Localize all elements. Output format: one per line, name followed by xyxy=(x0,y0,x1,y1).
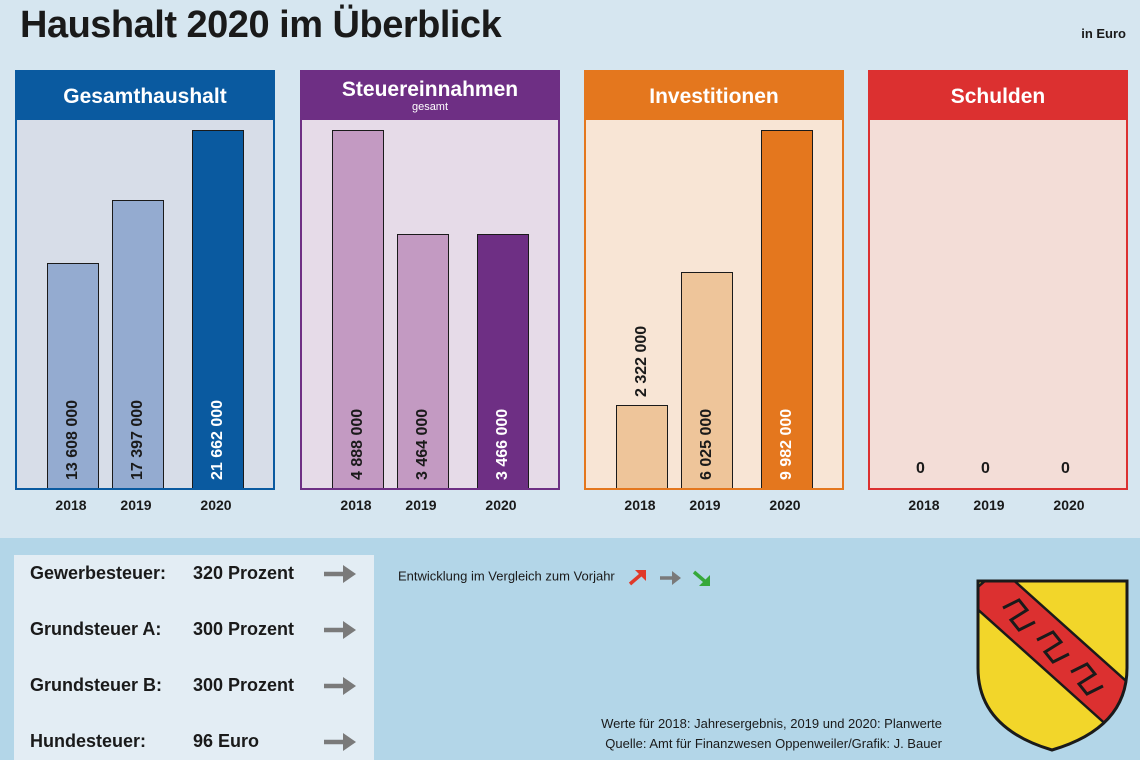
unit-label: in Euro xyxy=(1081,26,1126,41)
arrow-right-icon xyxy=(324,621,356,639)
x-tick-label: 2020 xyxy=(200,497,232,513)
note-line-2: Quelle: Amt für Finanzwesen Oppenweiler/… xyxy=(605,736,942,752)
bar xyxy=(112,200,164,488)
arrow-right-icon xyxy=(324,677,356,695)
bar xyxy=(192,130,244,488)
chart-panel: Schulden 0 0 0 xyxy=(868,70,1128,490)
arrow-up-icon xyxy=(629,570,647,586)
tax-label: Hundesteuer: xyxy=(30,731,147,751)
tax-value: 96 Euro xyxy=(193,731,260,751)
chart-panel: Steuereinnahmen gesamt 4 888 000 3 464 000 3… xyxy=(300,70,560,490)
bar xyxy=(761,130,813,488)
arrow-right-icon xyxy=(324,565,356,583)
tax-value: 300 Prozent xyxy=(193,675,295,695)
bar xyxy=(47,263,99,488)
chart-title-text: Investitionen xyxy=(649,84,779,108)
bar xyxy=(397,234,449,488)
x-tick-label: 2019 xyxy=(405,497,437,513)
source-notes: Werte für 2018: Jahresergebnis, 2019 und… xyxy=(601,714,942,754)
chart-subtitle: gesamt xyxy=(411,101,449,113)
chart-panel: Investitionen 2 322 000 6 025 000 9 982 000 xyxy=(584,70,844,490)
bar xyxy=(681,272,733,488)
x-tick-label: 2019 xyxy=(973,497,1005,513)
chart-title: Gesamthaushalt xyxy=(17,72,273,120)
x-tick-label: 2018 xyxy=(55,497,87,513)
x-tick-label: 2020 xyxy=(1053,497,1085,513)
chart-title-text: Schulden xyxy=(950,84,1046,108)
bar-value-label: 3 466 000 xyxy=(494,408,511,480)
legend-text: Entwicklung im Vergleich zum Vorjahr xyxy=(398,568,615,584)
bar-value-label: 4 888 000 xyxy=(349,408,366,480)
bar-value-label: 21 662 000 xyxy=(209,399,226,480)
tax-value: 320 Prozent xyxy=(193,563,295,583)
bar-value-label: 13 608 000 xyxy=(64,399,81,480)
chart-title-text: Steuereinnahmen xyxy=(341,78,519,101)
bar-value-label: 9 982 000 xyxy=(778,408,795,480)
arrow-down-icon xyxy=(693,570,711,586)
note-line-1: Werte für 2018: Jahresergebnis, 2019 und… xyxy=(601,716,942,731)
legend-arrows xyxy=(629,570,711,586)
x-tick-label: 2018 xyxy=(624,497,656,513)
chart-plot-area: 4 888 000 3 464 000 3 466 000 xyxy=(302,120,558,488)
arrow-right-icon xyxy=(324,733,356,751)
coat-of-arms-icon xyxy=(976,579,1129,752)
bar-value-label: 17 397 000 xyxy=(129,399,146,480)
chart-title-text: Gesamthaushalt xyxy=(63,84,227,108)
x-tick-label: 2018 xyxy=(908,497,940,513)
tax-label: Gewerbesteuer: xyxy=(30,563,167,583)
chart-plot-area: 0 0 0 xyxy=(870,120,1126,488)
bar-value-label: 0 xyxy=(981,460,990,477)
bar-value-label: 2 322 000 xyxy=(633,325,650,397)
trend-legend: Entwicklung im Vergleich zum Vorjahr xyxy=(398,566,724,588)
x-tick-label: 2019 xyxy=(120,497,152,513)
x-tick-label: 2019 xyxy=(689,497,721,513)
chart-title: Schulden xyxy=(870,72,1126,120)
bar-value-label: 0 xyxy=(1061,460,1070,477)
x-tick-label: 2020 xyxy=(485,497,517,513)
chart-title: Investitionen xyxy=(586,72,842,120)
bar-value-label: 6 025 000 xyxy=(698,408,715,480)
chart-title: Steuereinnahmen gesamt xyxy=(302,72,558,120)
page-title: Haushalt 2020 im Überblick xyxy=(20,4,502,46)
tax-label: Grundsteuer B: xyxy=(30,675,163,695)
arrow-right-icon xyxy=(660,571,682,585)
bar-value-label: 0 xyxy=(916,460,925,477)
bar xyxy=(477,234,529,488)
chart-panel: Gesamthaushalt 13 608 000 17 397 000 21 662… xyxy=(15,70,275,490)
bar xyxy=(616,405,668,488)
x-tick-label: 2020 xyxy=(769,497,801,513)
tax-rates-box xyxy=(14,555,374,760)
chart-plot-area: 13 608 000 17 397 000 21 662 000 xyxy=(17,120,273,488)
tax-label: Grundsteuer A: xyxy=(30,619,162,639)
tax-value: 300 Prozent xyxy=(193,619,295,639)
x-tick-label: 2018 xyxy=(340,497,372,513)
chart-plot-area: 2 322 000 6 025 000 9 982 000 xyxy=(586,120,842,488)
bar-value-label: 3 464 000 xyxy=(414,408,431,480)
bar xyxy=(332,130,384,488)
